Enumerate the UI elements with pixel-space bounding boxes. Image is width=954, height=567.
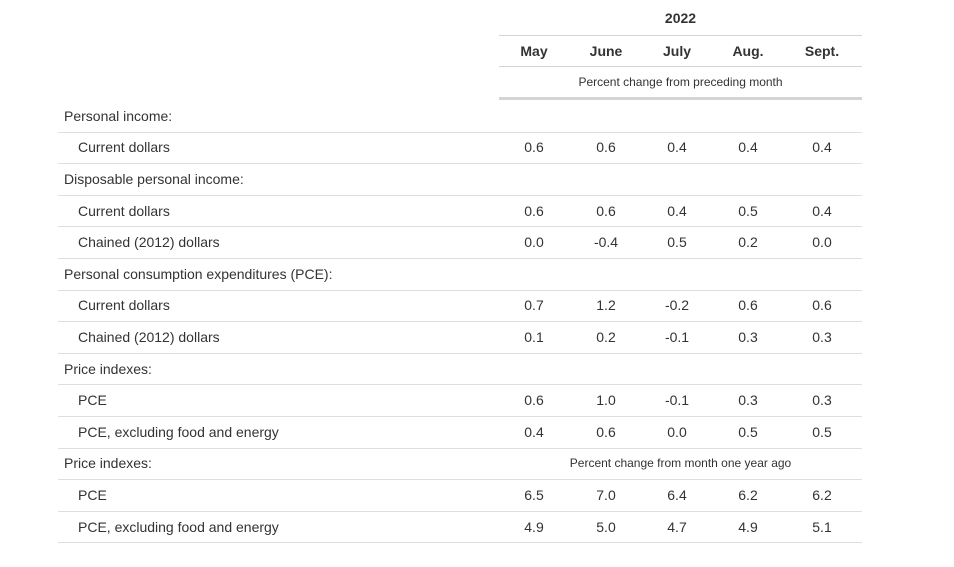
table-cell: 5.0 xyxy=(596,519,616,535)
header-thick-divider xyxy=(499,97,862,100)
row-divider xyxy=(58,258,862,259)
table-cell: 0.4 xyxy=(524,424,544,440)
row-label: Current dollars xyxy=(78,203,170,219)
table-cell: 0.6 xyxy=(596,203,616,219)
header-divider xyxy=(499,66,862,67)
row-divider xyxy=(58,226,862,227)
row-divider xyxy=(58,353,862,354)
month-header-4: Sept. xyxy=(804,43,840,59)
row-label: Current dollars xyxy=(78,297,170,313)
row-label: PCE xyxy=(78,392,107,408)
group-label: Personal income: xyxy=(64,108,173,124)
table-cell: 0.6 xyxy=(524,139,544,155)
month-header-3: Aug. xyxy=(732,43,764,59)
table-cell: 7.0 xyxy=(596,487,616,503)
row-divider xyxy=(58,479,862,480)
group-label: Price indexes: xyxy=(64,455,152,471)
row-label: PCE, excluding food and energy xyxy=(78,424,279,440)
year-divider xyxy=(499,35,862,36)
table-cell: 0.6 xyxy=(738,297,758,313)
table-cell: 0.7 xyxy=(524,297,544,313)
group-label: Disposable personal income: xyxy=(64,171,244,187)
table-cell: -0.4 xyxy=(593,234,619,250)
row-divider xyxy=(58,511,862,512)
row-divider xyxy=(58,416,862,417)
row-divider xyxy=(58,448,862,449)
table-cell: 6.2 xyxy=(738,487,758,503)
table-cell: -0.1 xyxy=(664,329,690,345)
table-cell: 0.6 xyxy=(596,424,616,440)
table-cell: 0.5 xyxy=(738,203,758,219)
row-label: Chained (2012) dollars xyxy=(78,329,220,345)
table-cell: 0.6 xyxy=(524,392,544,408)
subhead-yearly: Percent change from month one year ago xyxy=(569,456,792,470)
row-divider xyxy=(58,163,862,164)
table-cell: 0.3 xyxy=(812,329,832,345)
month-header-1: June xyxy=(589,43,623,59)
table-cell: 0.5 xyxy=(738,424,758,440)
table-cell: 0.6 xyxy=(524,203,544,219)
table-cell: 0.3 xyxy=(812,392,832,408)
table-cell: 0.0 xyxy=(812,234,832,250)
table-cell: 0.0 xyxy=(667,424,687,440)
table-cell: -0.2 xyxy=(664,297,690,313)
subhead-monthly: Percent change from preceding month xyxy=(578,75,783,89)
group-label: Personal consumption expenditures (PCE): xyxy=(64,266,333,282)
table-cell: 4.9 xyxy=(738,519,758,535)
table-cell: 4.7 xyxy=(667,519,687,535)
table-cell: 0.2 xyxy=(738,234,758,250)
table-cell: 5.1 xyxy=(812,519,832,535)
table-cell: 1.2 xyxy=(596,297,616,313)
table-cell: 0.5 xyxy=(812,424,832,440)
row-divider xyxy=(58,132,862,133)
row-divider xyxy=(58,321,862,322)
row-divider xyxy=(58,195,862,196)
table-cell: 6.2 xyxy=(812,487,832,503)
table-cell: 0.4 xyxy=(738,139,758,155)
table-cell: 0.2 xyxy=(596,329,616,345)
row-divider xyxy=(58,542,862,543)
table-cell: 0.5 xyxy=(667,234,687,250)
table-cell: 0.3 xyxy=(738,329,758,345)
table-cell: 0.4 xyxy=(667,139,687,155)
group-label: Price indexes: xyxy=(64,361,152,377)
table-cell: 0.4 xyxy=(812,203,832,219)
month-header-2: July xyxy=(662,43,691,59)
table-cell: 1.0 xyxy=(596,392,616,408)
table-cell: 0.1 xyxy=(524,329,544,345)
month-header-0: May xyxy=(520,43,548,59)
row-label: Current dollars xyxy=(78,139,170,155)
table-cell: 0.6 xyxy=(596,139,616,155)
table-cell: 6.4 xyxy=(667,487,687,503)
row-label: Chained (2012) dollars xyxy=(78,234,220,250)
table-cell: 0.4 xyxy=(667,203,687,219)
table-cell: 0.0 xyxy=(524,234,544,250)
table-cell: 4.9 xyxy=(524,519,544,535)
row-divider xyxy=(58,384,862,385)
table-cell: 0.3 xyxy=(738,392,758,408)
table-cell: 0.4 xyxy=(812,139,832,155)
table-cell: 6.5 xyxy=(524,487,544,503)
row-divider xyxy=(58,290,862,291)
row-label: PCE, excluding food and energy xyxy=(78,519,279,535)
table-cell: 0.6 xyxy=(812,297,832,313)
row-label: PCE xyxy=(78,487,107,503)
table-cell: -0.1 xyxy=(664,392,690,408)
year-heading: 2022 xyxy=(664,10,697,26)
